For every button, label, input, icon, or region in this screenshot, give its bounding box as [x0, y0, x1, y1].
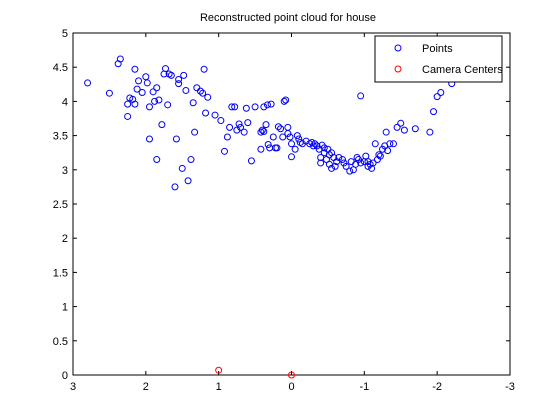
x-tick-label: 1 — [216, 381, 222, 393]
y-tick-label: 0.5 — [53, 336, 68, 348]
legend-label-points: Points — [422, 43, 453, 55]
x-tick-label: -1 — [359, 381, 369, 393]
y-tick-label: 3.5 — [53, 131, 68, 143]
y-tick-label: 2.5 — [53, 199, 68, 211]
x-tick-label: 2 — [143, 381, 149, 393]
y-tick-label: 2 — [62, 233, 68, 245]
legend: Points Camera Centers — [375, 36, 503, 82]
y-tick-label: 1.5 — [53, 267, 68, 279]
x-tick-label: 3 — [70, 381, 76, 393]
x-tick-label: -3 — [505, 381, 515, 393]
x-tick-label: -2 — [432, 381, 442, 393]
y-tick-label: 1 — [62, 302, 68, 314]
x-tick-label: 0 — [288, 381, 294, 393]
legend-label-cameras: Camera Centers — [422, 64, 503, 76]
y-tick-label: 4 — [62, 96, 68, 108]
y-tick-label: 4.5 — [53, 62, 68, 74]
y-tick-label: 0 — [62, 370, 68, 382]
chart-title: Reconstructed point cloud for house — [200, 12, 376, 24]
y-tick-label: 5 — [62, 28, 68, 40]
y-tick-label: 3 — [62, 165, 68, 177]
